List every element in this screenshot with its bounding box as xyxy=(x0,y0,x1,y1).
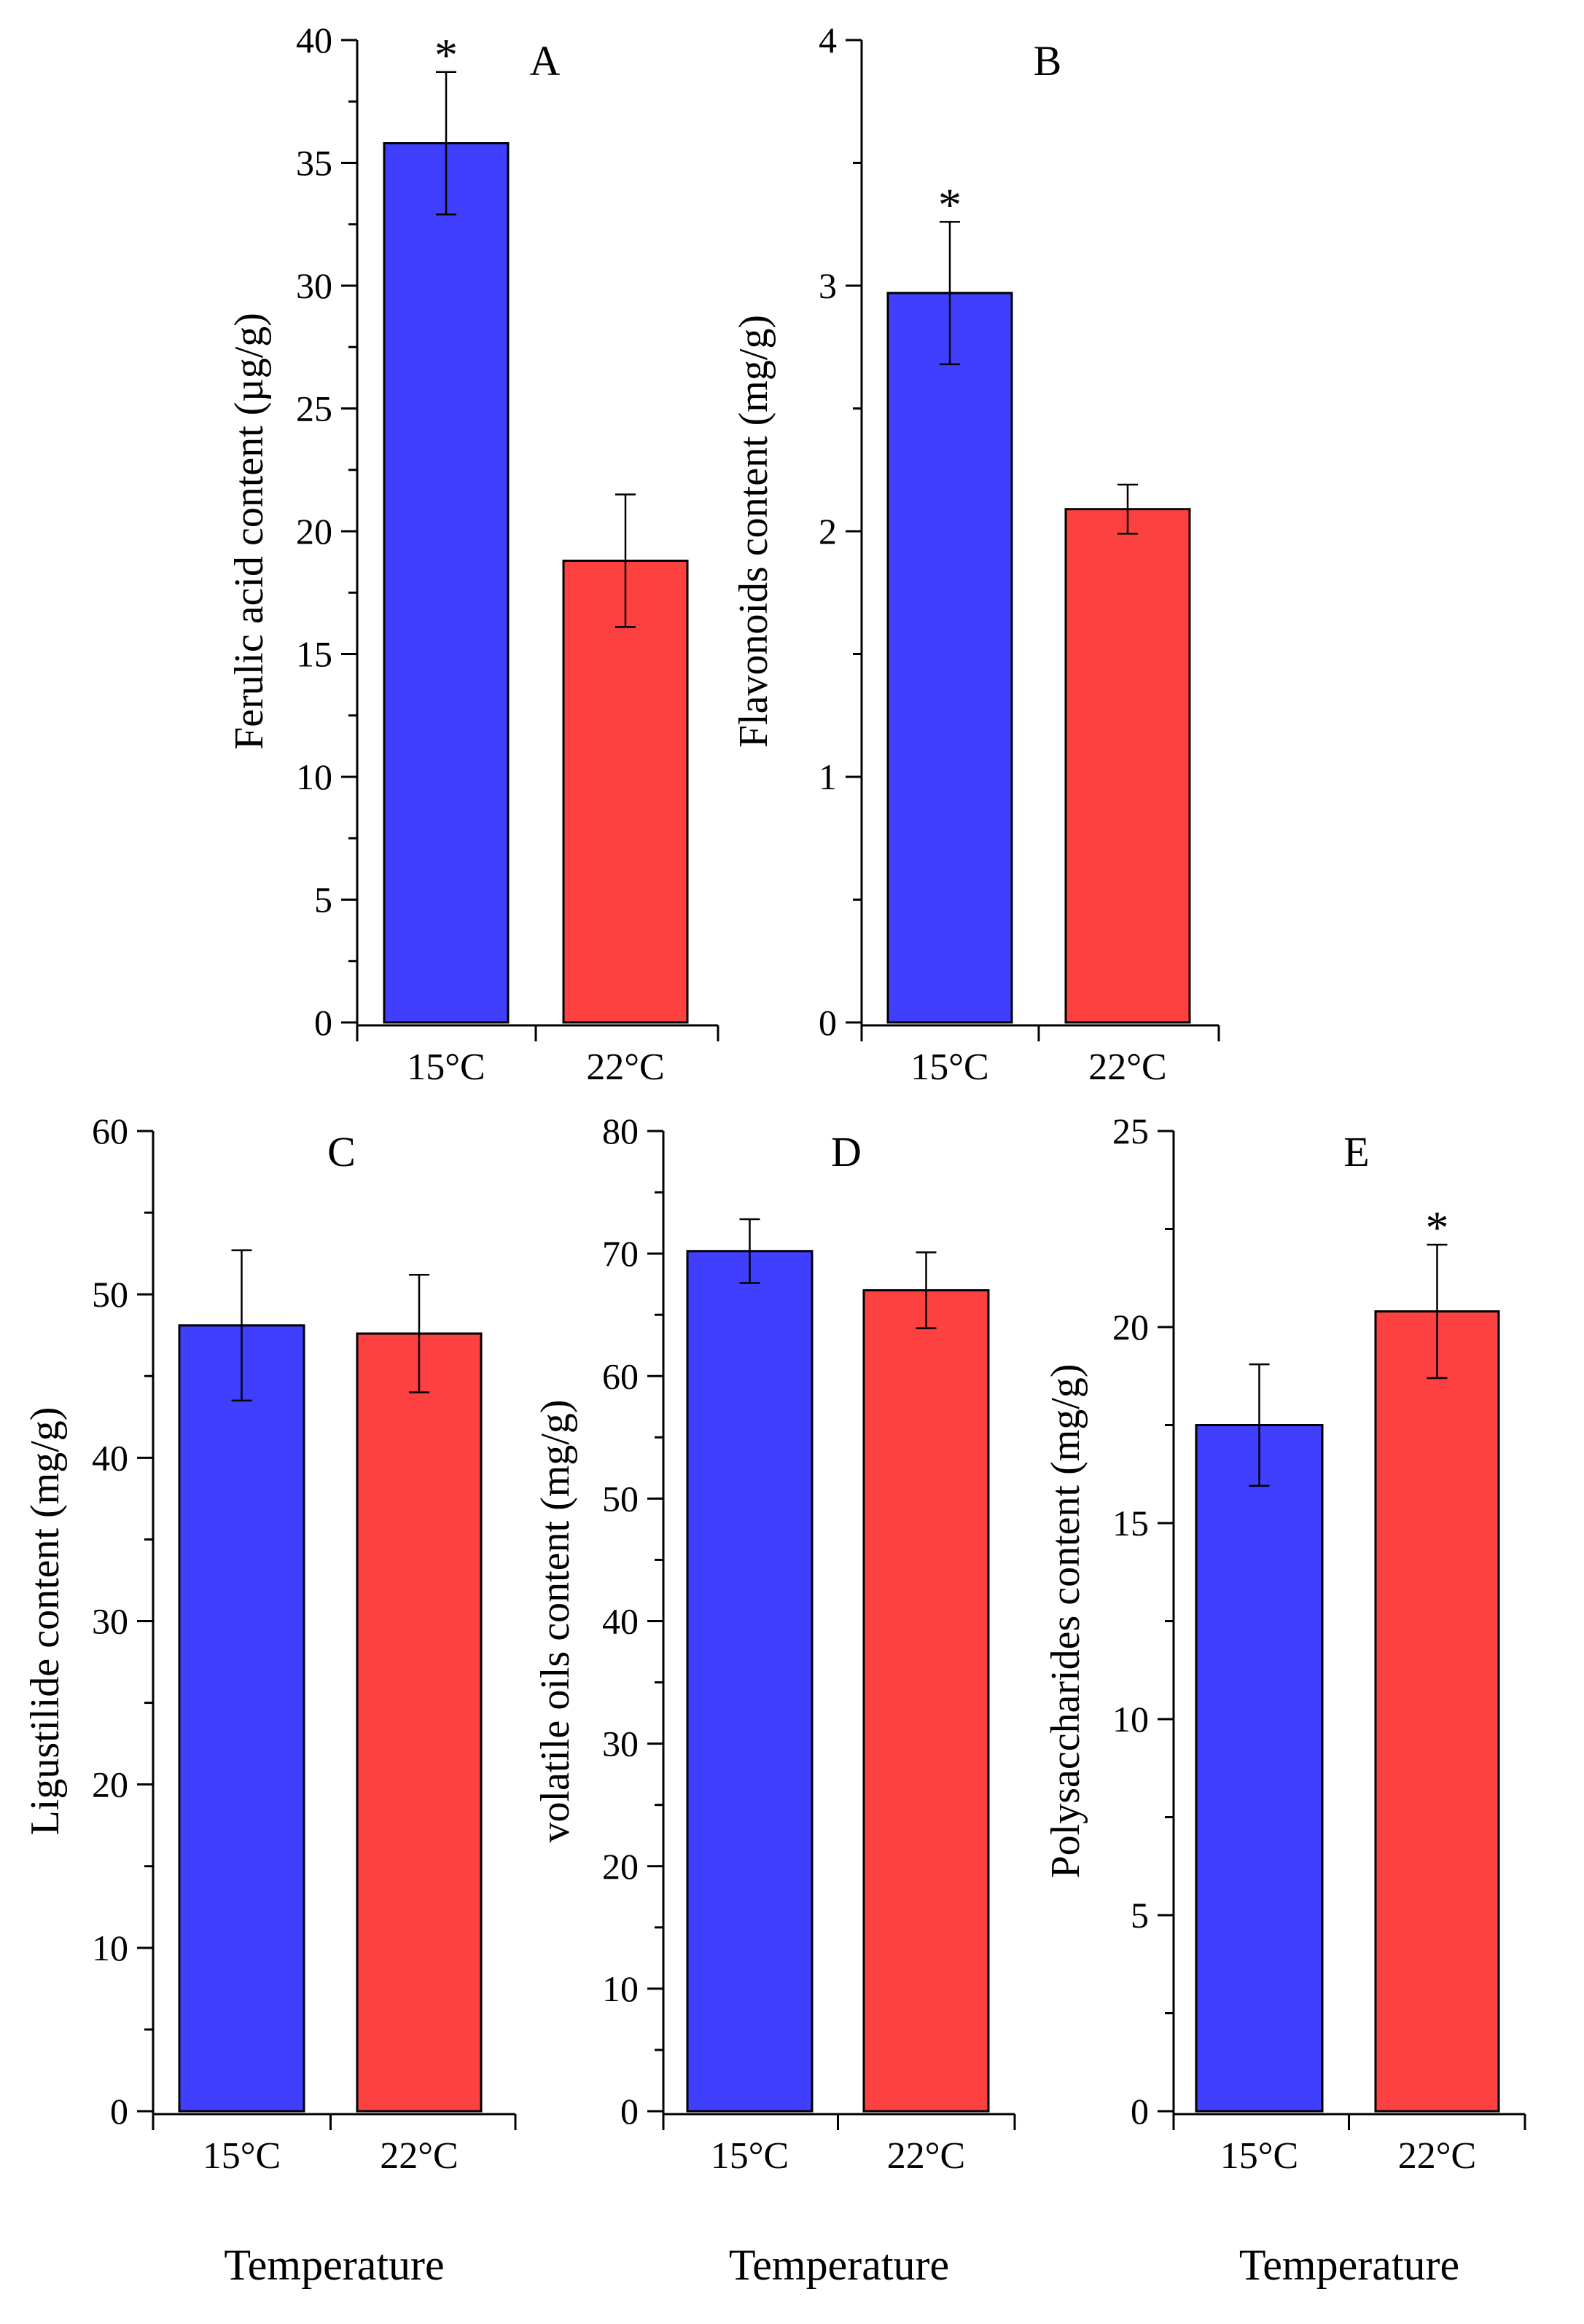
y-axis-title: volatile oils content (mg/g) xyxy=(533,1399,578,1842)
bar xyxy=(356,1332,483,2113)
y-tick-label: 15 xyxy=(296,634,332,675)
x-tick-label: 15°C xyxy=(203,2135,281,2177)
panel-letter: B xyxy=(1034,37,1062,85)
y-tick-label: 4 xyxy=(819,20,837,60)
significance-mark: * xyxy=(434,29,458,81)
y-tick-label: 20 xyxy=(1112,1307,1149,1347)
y-axis-title: Flavonoids content (mg/g) xyxy=(731,315,776,748)
panel-letter: D xyxy=(831,1128,862,1175)
x-tick-label: 22°C xyxy=(380,2135,458,2177)
panel-a: * 15°C 22°C 0 5 10 15 20 25 30 35 40 A Ferulic acid c… xyxy=(227,20,719,1088)
y-tick-label: 25 xyxy=(296,388,332,429)
y-axis-title: Polysaccharides content (mg/g) xyxy=(1043,1364,1088,1878)
y-tick-label: 25 xyxy=(1112,1111,1149,1151)
y-tick-label: 0 xyxy=(314,1002,332,1043)
y-tick-label: 1 xyxy=(819,756,837,797)
y-tick-label: 15 xyxy=(1112,1503,1149,1544)
panel-b: * 15°C 22°C 0 1 2 3 4 B Flavonoids content (mg/g) xyxy=(731,20,1220,1088)
y-tick-label: 40 xyxy=(296,20,332,60)
bar xyxy=(562,559,689,1024)
y-tick-label: 30 xyxy=(92,1601,128,1642)
bar xyxy=(686,1250,814,2113)
y-tick-label: 50 xyxy=(92,1274,128,1315)
y-tick-label: 20 xyxy=(296,511,332,552)
x-tick-label: 15°C xyxy=(1220,2135,1298,2177)
y-tick-label: 0 xyxy=(620,2091,639,2132)
y-tick-label: 20 xyxy=(92,1764,128,1805)
bar xyxy=(1195,1424,1324,2113)
significance-mark: * xyxy=(1426,1202,1449,1253)
x-tick-label: 22°C xyxy=(1088,1046,1166,1088)
y-tick-label: 0 xyxy=(110,2091,128,2132)
panel-e: 15°C * 22°C 0 5 10 15 20 25 E Polysaccharides cont… xyxy=(1043,1111,1526,2289)
y-tick-label: 40 xyxy=(92,1437,128,1478)
x-tick-label: 15°C xyxy=(910,1046,988,1088)
x-tick-label: 15°C xyxy=(407,1046,485,1088)
y-tick-label: 3 xyxy=(819,265,837,306)
y-tick-label: 0 xyxy=(819,1002,837,1043)
y-tick-label: 10 xyxy=(1112,1699,1149,1740)
significance-mark: * xyxy=(938,179,961,230)
bar xyxy=(1064,508,1191,1024)
y-tick-label: 5 xyxy=(314,880,332,920)
x-tick-label: 22°C xyxy=(1398,2135,1476,2177)
panel-letter: A xyxy=(530,37,561,85)
bar xyxy=(862,1289,990,2113)
y-tick-label: 10 xyxy=(602,1968,639,2009)
panel-letter: E xyxy=(1343,1128,1369,1175)
y-tick-label: 40 xyxy=(602,1601,639,1642)
bar xyxy=(1374,1310,1500,2113)
x-axis-title: Temperature xyxy=(1239,2241,1459,2289)
y-tick-label: 30 xyxy=(296,265,332,306)
y-axis-title: Ligustilide content (mg/g) xyxy=(23,1407,68,1836)
y-tick-label: 10 xyxy=(296,756,332,797)
x-tick-label: 22°C xyxy=(887,2135,965,2177)
bar xyxy=(383,142,510,1024)
y-tick-label: 5 xyxy=(1131,1895,1149,1936)
x-tick-label: 22°C xyxy=(586,1046,664,1088)
bar xyxy=(886,292,1013,1024)
x-axis-title: Temperature xyxy=(729,2241,949,2289)
y-tick-label: 60 xyxy=(92,1111,128,1151)
x-tick-label: 15°C xyxy=(711,2135,789,2177)
y-tick-label: 60 xyxy=(602,1355,639,1396)
y-tick-label: 30 xyxy=(602,1724,639,1764)
y-tick-label: 70 xyxy=(602,1233,639,1274)
y-tick-label: 10 xyxy=(92,1928,128,1968)
y-tick-label: 20 xyxy=(602,1846,639,1887)
y-tick-label: 35 xyxy=(296,143,332,184)
bar xyxy=(178,1324,305,2113)
y-tick-label: 80 xyxy=(602,1111,639,1151)
panel-c: 15°C 22°C 0 10 20 30 40 50 60 C Ligustilide conten… xyxy=(23,1111,517,2289)
y-tick-label: 0 xyxy=(1131,2091,1149,2132)
y-axis-title: Ferulic acid content (µg/g) xyxy=(227,313,272,750)
y-tick-label: 2 xyxy=(819,511,837,552)
panel-letter: C xyxy=(327,1128,356,1175)
x-axis-title: Temperature xyxy=(224,2241,444,2289)
y-tick-label: 50 xyxy=(602,1478,639,1519)
